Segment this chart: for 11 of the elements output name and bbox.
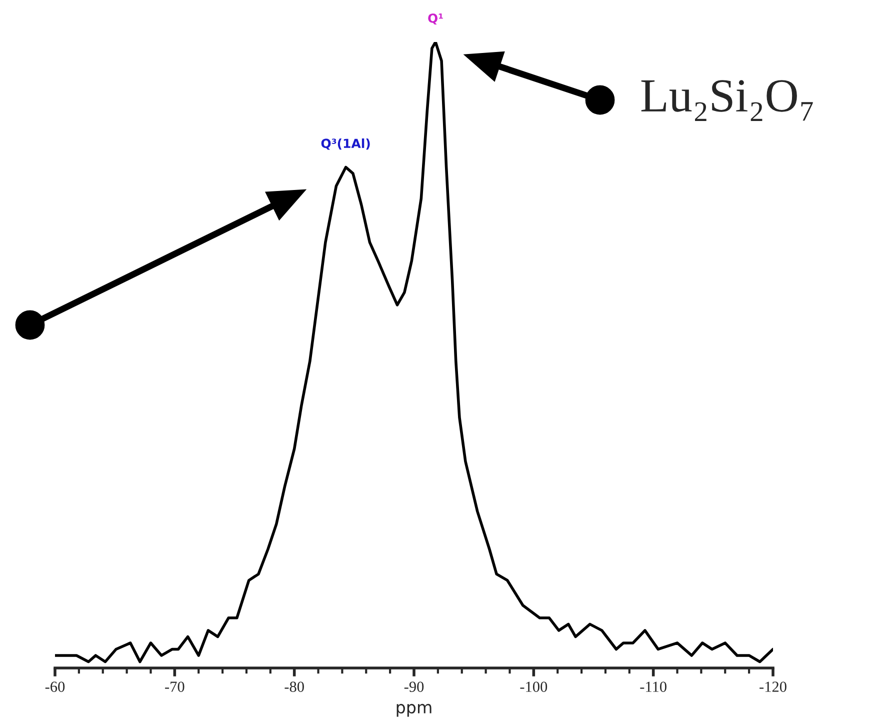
x-tick-label: -90	[404, 682, 424, 692]
x-tick-label: -100	[520, 682, 548, 692]
x-tick-label: -110	[640, 682, 666, 692]
annotation: Q¹	[428, 13, 443, 25]
annotation: Q³(1Al)	[321, 138, 370, 150]
x-tick-label: -60	[45, 682, 65, 692]
x-axis-title: ppm	[396, 704, 432, 717]
annotation: Lu₂Si₂O₇	[641, 80, 813, 121]
x-tick-label: -80	[284, 682, 304, 692]
x-tick-label: -70	[165, 682, 184, 692]
x-tick-label: -120	[760, 682, 786, 692]
